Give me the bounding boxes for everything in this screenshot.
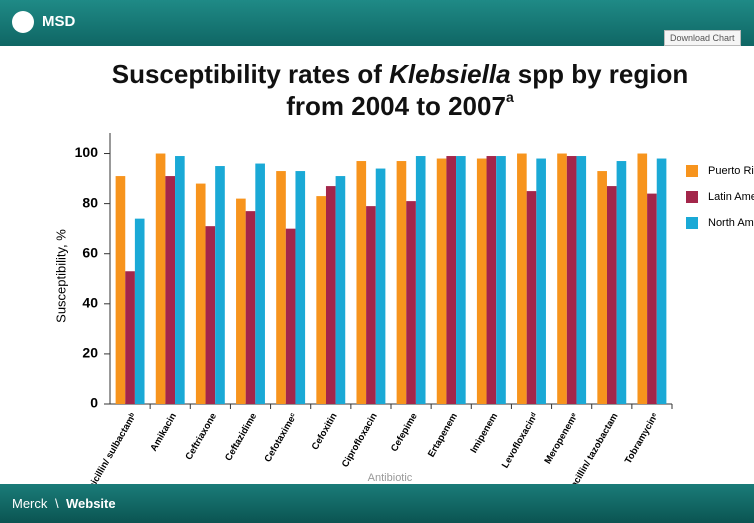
bar bbox=[195, 183, 206, 404]
footer-bar: Merck \ Website bbox=[0, 484, 754, 523]
bar bbox=[576, 156, 587, 404]
bar bbox=[215, 166, 225, 404]
x-tick-label: Ciprofloxacin bbox=[340, 411, 380, 469]
bar bbox=[536, 158, 546, 404]
footer-sep: \ bbox=[55, 496, 59, 511]
x-axis-label: Antibiotic bbox=[368, 472, 413, 484]
logo bbox=[12, 11, 34, 33]
bar bbox=[557, 153, 567, 404]
bar bbox=[325, 186, 336, 404]
bar bbox=[517, 153, 527, 404]
bar bbox=[597, 171, 607, 404]
bar bbox=[476, 158, 487, 404]
bar bbox=[647, 193, 657, 404]
bar bbox=[276, 171, 286, 404]
bar bbox=[236, 198, 246, 404]
bar bbox=[205, 226, 216, 404]
bar bbox=[255, 163, 265, 404]
x-tick-label: Cefoxitin bbox=[310, 411, 340, 452]
bar bbox=[486, 156, 497, 404]
bar bbox=[115, 176, 126, 404]
bar bbox=[415, 156, 426, 404]
chart: Susceptibility rates of Klebsiella spp b… bbox=[53, 59, 754, 484]
x-tick-label: Tobramycinᵉ bbox=[623, 411, 661, 466]
bar bbox=[637, 153, 648, 404]
x-tick-label: Ampicillin/ sulbactamᵇ bbox=[79, 411, 139, 484]
bar bbox=[406, 201, 416, 404]
chart-title: Susceptibility rates of Klebsiella spp b… bbox=[112, 59, 689, 89]
bar bbox=[606, 186, 617, 404]
bar bbox=[456, 156, 466, 404]
bar bbox=[496, 156, 506, 404]
bar bbox=[316, 196, 326, 404]
x-tick-label: Levofloxacinᵈ bbox=[500, 411, 541, 470]
bar bbox=[285, 228, 296, 404]
legend-swatch bbox=[686, 217, 698, 229]
bar bbox=[335, 176, 346, 404]
bar bbox=[134, 218, 145, 404]
bar bbox=[616, 161, 627, 404]
x-tick-label: Meropenemᵉ bbox=[542, 411, 580, 466]
y-tick-label: 60 bbox=[82, 244, 98, 260]
bar bbox=[436, 158, 447, 404]
brand: MSD bbox=[42, 13, 76, 30]
bar bbox=[656, 158, 667, 404]
download-button[interactable]: Download Chart bbox=[664, 30, 741, 46]
y-tick-label: 100 bbox=[75, 144, 99, 160]
legend-label: Latin America bbox=[708, 191, 754, 203]
legend-swatch bbox=[686, 165, 698, 177]
bar bbox=[125, 271, 135, 404]
chart-title: from 2004 to 2007a bbox=[286, 89, 514, 121]
y-tick-label: 0 bbox=[90, 395, 98, 411]
y-tick-label: 80 bbox=[82, 194, 98, 210]
footer-link[interactable]: Website bbox=[66, 496, 116, 511]
x-tick-label: Amikacin bbox=[148, 411, 179, 453]
header-bar: MSD Download Chart bbox=[0, 0, 754, 46]
bar bbox=[356, 161, 367, 404]
x-tick-label: Cefotaximeᶜ bbox=[262, 411, 299, 464]
y-tick-label: 40 bbox=[82, 295, 98, 311]
bar bbox=[375, 168, 386, 404]
bar bbox=[446, 156, 457, 404]
bar bbox=[566, 156, 577, 404]
bar bbox=[526, 191, 537, 404]
legend-label: North America bbox=[708, 217, 754, 229]
legend-swatch bbox=[686, 191, 698, 203]
x-tick-label: Imipenem bbox=[468, 411, 500, 455]
x-tick-label: Ceftazidime bbox=[223, 411, 259, 463]
bar bbox=[175, 156, 185, 404]
y-tick-label: 20 bbox=[82, 345, 98, 361]
bar bbox=[366, 206, 376, 404]
legend-label: Puerto Rico bbox=[708, 165, 754, 177]
bar bbox=[165, 176, 176, 404]
bar bbox=[396, 161, 407, 404]
y-axis-label: Susceptibility, % bbox=[53, 229, 68, 323]
footer-company: Merck bbox=[12, 496, 48, 511]
x-tick-label: Ceftriaxone bbox=[183, 411, 219, 462]
bar bbox=[155, 153, 166, 404]
bar bbox=[295, 171, 306, 404]
x-tick-label: Cefepime bbox=[389, 411, 420, 454]
x-tick-label: Ertapenem bbox=[426, 411, 460, 459]
bar bbox=[245, 211, 256, 404]
